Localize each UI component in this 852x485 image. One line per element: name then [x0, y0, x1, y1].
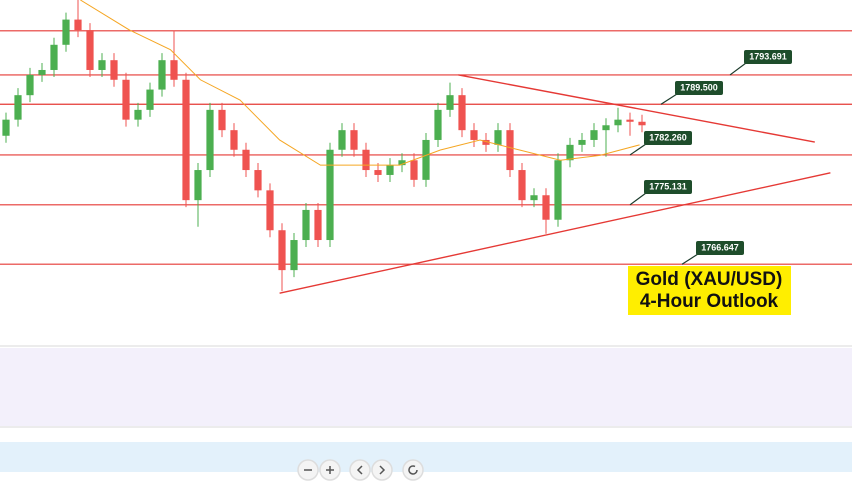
- candle-body: [194, 170, 202, 201]
- callout-line: [629, 143, 647, 156]
- icon: [326, 466, 334, 474]
- callout-line: [729, 62, 747, 76]
- callout-line: [681, 253, 699, 265]
- candle-body: [482, 139, 490, 145]
- candle-body: [134, 109, 142, 120]
- candle-body: [494, 130, 502, 145]
- stoch-panel: [0, 442, 852, 472]
- candle-body: [326, 149, 334, 241]
- scroll-right-button[interactable]: [371, 459, 393, 481]
- candle-body: [470, 130, 478, 140]
- candle-body: [146, 89, 154, 110]
- callout-line: [660, 93, 678, 105]
- candle-body: [206, 109, 214, 171]
- reset-button[interactable]: [402, 459, 424, 481]
- candle-body: [122, 79, 130, 120]
- level-label: 1775.131: [649, 181, 687, 191]
- level-label: 1789.500: [680, 82, 718, 92]
- candle-body: [230, 130, 238, 150]
- candle-body: [374, 170, 382, 175]
- icon: [356, 465, 363, 475]
- callout-box: [675, 81, 723, 95]
- candle-body: [182, 79, 190, 201]
- candle-body: [218, 109, 226, 131]
- candle-body: [386, 165, 394, 175]
- candle-body: [506, 130, 514, 171]
- candle-body: [290, 240, 298, 271]
- level-label: 1782.260: [649, 132, 687, 142]
- trendline: [279, 172, 831, 294]
- candle-body: [338, 130, 346, 150]
- level-label: 1793.691: [749, 51, 787, 61]
- candle-body: [98, 60, 106, 70]
- candle-body: [422, 139, 430, 180]
- candle-body: [518, 170, 526, 201]
- candle-body: [254, 170, 262, 191]
- callout-box: [696, 241, 744, 255]
- candle-body: [542, 195, 550, 220]
- candle-body: [458, 95, 466, 131]
- candle-body: [50, 44, 58, 70]
- candle-body: [602, 125, 610, 131]
- chart-title: 4-Hour Outlook: [640, 291, 779, 312]
- candle-body: [74, 19, 82, 31]
- candle-body: [26, 74, 34, 96]
- candle-body: [278, 230, 286, 271]
- candle-body: [626, 119, 634, 122]
- moving-average: [80, 0, 640, 166]
- callout-box: [644, 180, 692, 194]
- candle-body: [158, 60, 166, 90]
- candle-body: [398, 160, 406, 166]
- candle-body: [2, 119, 10, 136]
- rsi-panel: [0, 348, 852, 426]
- callout-box: [644, 131, 692, 145]
- candle-body: [14, 95, 22, 120]
- candle-body: [446, 95, 454, 110]
- scroll-left-button[interactable]: [349, 459, 371, 481]
- candle-body: [590, 130, 598, 140]
- candle-body: [242, 149, 250, 171]
- candle-body: [638, 121, 646, 126]
- callout-box: [744, 50, 792, 64]
- title-box: [628, 266, 791, 315]
- candle-body: [410, 160, 418, 180]
- candle-body: [362, 149, 370, 171]
- candle-body: [350, 130, 358, 150]
- candle-body: [170, 60, 178, 80]
- callout-line: [629, 192, 647, 206]
- candle-body: [302, 209, 310, 241]
- candle-body: [566, 144, 574, 161]
- icon: [379, 465, 386, 475]
- candle-body: [86, 30, 94, 70]
- candle-body: [38, 69, 46, 75]
- candle-body: [266, 190, 274, 231]
- candle-body: [110, 60, 118, 80]
- toolbar: [297, 459, 424, 481]
- trendline: [458, 74, 815, 143]
- candle-body: [578, 139, 586, 145]
- candle-body: [314, 209, 322, 241]
- chart-title: Gold (XAU/USD): [636, 269, 783, 290]
- candle-body: [614, 119, 622, 126]
- candle-body: [530, 195, 538, 201]
- candle-body: [434, 109, 442, 140]
- icon: [408, 465, 418, 475]
- candle-body: [554, 160, 562, 220]
- candle-body: [62, 19, 70, 45]
- level-label: 1766.647: [701, 242, 739, 252]
